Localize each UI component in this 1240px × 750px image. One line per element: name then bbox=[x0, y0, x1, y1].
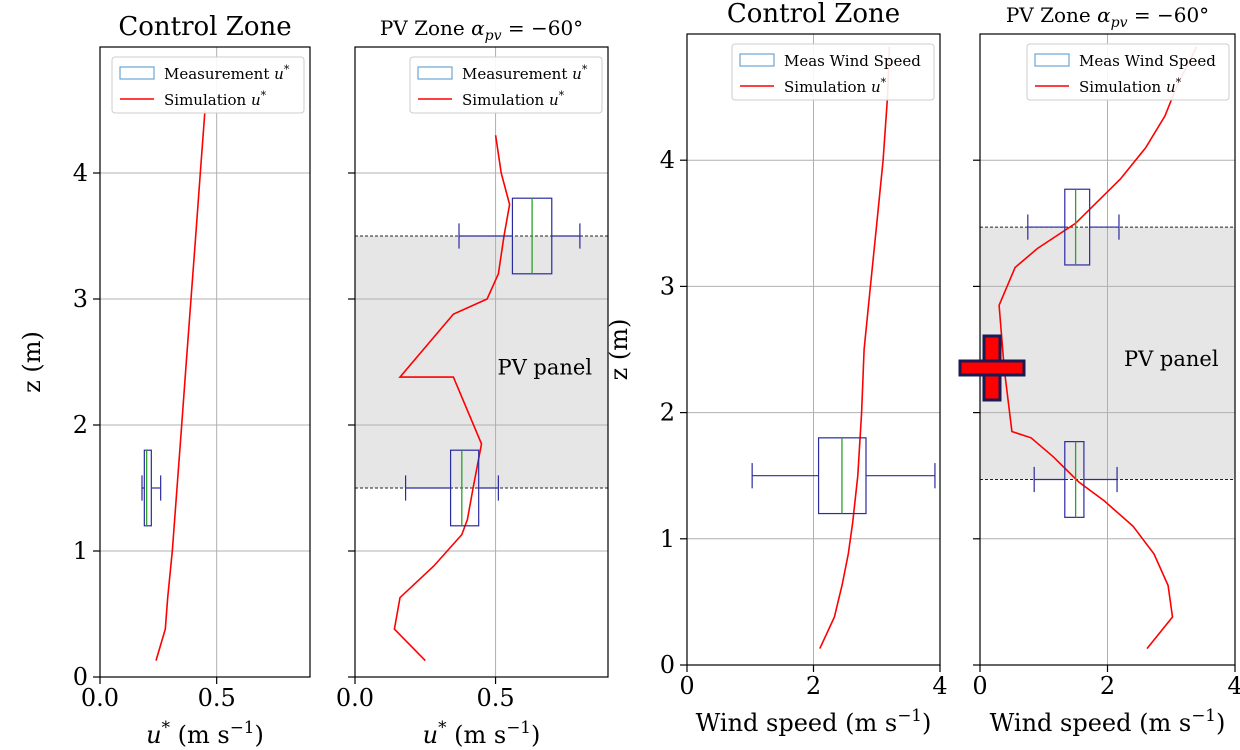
x-tick-label: 0.5 bbox=[476, 684, 514, 712]
x-axis-label: u* (m s−1) bbox=[423, 717, 541, 749]
y-tick-label: 2 bbox=[73, 411, 88, 439]
simulation-line bbox=[155, 109, 206, 661]
x-axis-label: Wind speed (m s−1) bbox=[696, 705, 932, 737]
legend: Meas Wind Speed Simulation u* bbox=[1026, 43, 1230, 101]
chart-title: Control Zone bbox=[727, 0, 900, 29]
x-tick-label: 4 bbox=[1227, 672, 1240, 700]
box-body bbox=[449, 449, 480, 527]
legend-frame bbox=[731, 43, 935, 101]
box-plot-1 bbox=[1033, 441, 1118, 518]
y-tick-label: 2 bbox=[660, 399, 675, 427]
box-body bbox=[1064, 441, 1085, 518]
legend-frame bbox=[1026, 43, 1230, 101]
chart-title: PV Zone αpv = −60° bbox=[380, 16, 583, 44]
x-tick-label: 0 bbox=[679, 672, 694, 700]
legend: Measurement u* Simulation u* bbox=[111, 56, 305, 114]
y-tick-label: 4 bbox=[660, 146, 675, 174]
x-tick-label: 4 bbox=[932, 672, 947, 700]
legend-label: Simulation u* bbox=[1079, 76, 1182, 96]
simulation-line bbox=[393, 135, 511, 662]
legend-label: Simulation u* bbox=[164, 89, 267, 109]
box-plot-1 bbox=[751, 437, 936, 515]
legend-label: Simulation u* bbox=[784, 76, 887, 96]
legend-label: Simulation u* bbox=[462, 89, 565, 109]
chart-panel-2: PV panel 0.0 0.5 u* (m s−1) PV Zone αpv = −6… bbox=[336, 16, 609, 749]
chart-panel-3: 0 1 2 3 4 0 2 4 z (m) Wind speed (m s−1) Control Z… bbox=[605, 0, 948, 737]
x-tick-label: 0 bbox=[972, 672, 987, 700]
legend-patch-measurement bbox=[119, 66, 155, 80]
legend-label: Measurement u* bbox=[462, 63, 588, 83]
y-tick-label: 1 bbox=[660, 525, 675, 553]
y-tick-label: 4 bbox=[73, 159, 88, 187]
x-tick-label: 0.0 bbox=[81, 684, 119, 712]
axes-frame bbox=[99, 46, 311, 678]
x-axis-label: u* (m s−1) bbox=[146, 717, 264, 749]
chart-panel-1: 0 1 2 3 4 0.0 0.5 z (m) u* (m s−1) Control Zone Me… bbox=[18, 12, 311, 749]
axes-frame bbox=[354, 46, 609, 678]
legend-label: Meas Wind Speed bbox=[784, 52, 921, 70]
chart-title: Control Zone bbox=[118, 12, 291, 42]
x-tick-label: 2 bbox=[1100, 672, 1115, 700]
y-axis-label: z (m) bbox=[605, 319, 633, 381]
y-tick-label: 0 bbox=[660, 651, 675, 679]
legend-frame bbox=[409, 56, 603, 114]
x-tick-label: 2 bbox=[806, 672, 821, 700]
legend-label: Measurement u* bbox=[164, 63, 290, 83]
box-plot-2 bbox=[1027, 188, 1120, 266]
cursor-crosshair-icon bbox=[958, 334, 1026, 402]
chart-title: PV Zone αpv = −60° bbox=[1006, 3, 1209, 31]
y-tick-label: 0 bbox=[73, 663, 88, 691]
legend-frame bbox=[111, 56, 305, 114]
band-label: PV panel bbox=[1124, 347, 1219, 371]
x-tick-label: 0.5 bbox=[198, 684, 236, 712]
y-tick-label: 1 bbox=[73, 537, 88, 565]
box-body bbox=[1064, 188, 1091, 266]
legend-patch-measurement bbox=[417, 66, 453, 80]
band-label: PV panel bbox=[497, 356, 592, 380]
box-plot-1 bbox=[405, 449, 499, 527]
legend-patch-measurement bbox=[739, 53, 775, 67]
x-tick-label: 0.0 bbox=[336, 684, 374, 712]
y-axis-label: z (m) bbox=[18, 331, 46, 393]
box-plot-2 bbox=[458, 197, 581, 275]
legend: Meas Wind Speed Simulation u* bbox=[731, 43, 935, 101]
x-axis-label: Wind speed (m s−1) bbox=[990, 705, 1226, 737]
y-tick-label: 3 bbox=[660, 272, 675, 300]
box-plot-1 bbox=[141, 449, 162, 527]
y-tick-label: 3 bbox=[73, 285, 88, 313]
legend-label: Meas Wind Speed bbox=[1079, 52, 1216, 70]
legend-patch-measurement bbox=[1034, 53, 1070, 67]
simulation-line bbox=[819, 46, 891, 649]
box-body bbox=[143, 449, 152, 527]
simulation-line bbox=[998, 46, 1198, 650]
legend: Measurement u* Simulation u* bbox=[409, 56, 603, 114]
